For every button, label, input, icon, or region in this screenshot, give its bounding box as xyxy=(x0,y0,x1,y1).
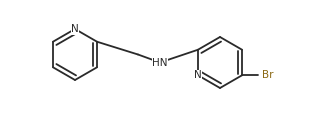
Text: Br: Br xyxy=(262,70,274,80)
Text: HN: HN xyxy=(152,57,168,67)
Text: N: N xyxy=(71,24,79,34)
Text: N: N xyxy=(194,70,202,80)
